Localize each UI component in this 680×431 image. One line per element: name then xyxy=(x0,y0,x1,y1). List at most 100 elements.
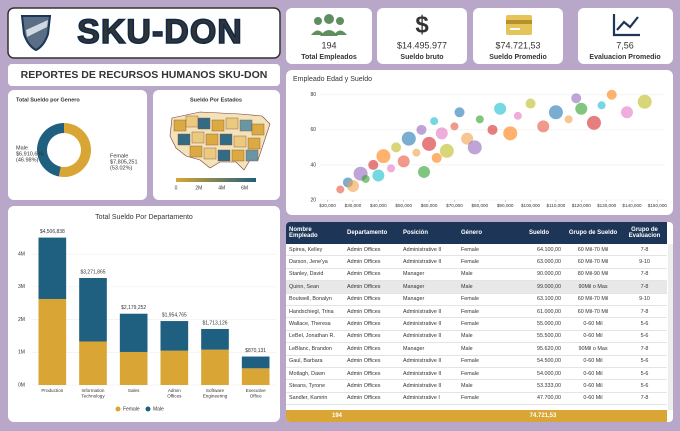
table-cell: 63.000,00 xyxy=(514,255,564,269)
slice-percent: (53.02%) xyxy=(110,165,132,171)
table-cell: 60 Mil-70 Mil xyxy=(564,244,622,257)
table-cell: 7-8 xyxy=(622,392,667,406)
column-header: Grupo de Evaluacion xyxy=(622,222,667,244)
label-line: Admin xyxy=(168,388,181,393)
table-cell: Admin Offices xyxy=(344,268,400,282)
table-cell: Stanley, David xyxy=(286,268,344,282)
bubble xyxy=(431,152,442,163)
bubble xyxy=(537,120,550,133)
table-cell: Male xyxy=(458,268,514,282)
table-cell: 0-60 Mil xyxy=(564,355,622,368)
table-row: Boutwell, Bonalyn Admin Offices Manager Fem… xyxy=(286,293,667,306)
table-cell: Female xyxy=(458,305,514,319)
table-cell: 54.500,00 xyxy=(514,355,564,368)
table-cell: 7-8 xyxy=(622,244,667,257)
table-cell: Spirea, Kelley xyxy=(286,244,344,257)
legend-tick-label: 2M xyxy=(195,185,202,191)
table-cell: 55.000,00 xyxy=(514,317,564,331)
x-tick-label: Executive Office xyxy=(246,388,266,399)
x-tick-label: $80,000 xyxy=(472,203,489,208)
table-cell: Admin Offices xyxy=(344,330,400,344)
table-cell: 5-6 xyxy=(622,355,667,368)
table-cell: 0-60 Mil xyxy=(564,317,622,331)
bubble xyxy=(503,126,518,141)
x-tick-label: Software Engineering xyxy=(203,388,228,399)
scrollbar[interactable] xyxy=(668,244,673,410)
bubble xyxy=(494,102,507,115)
table-cell: 7-8 xyxy=(622,268,667,282)
table-cell: 5-6 xyxy=(622,379,667,393)
bar-segment xyxy=(201,349,229,385)
state xyxy=(231,149,245,162)
table-cell: Administrative II xyxy=(400,367,458,381)
kpi-value: 194 xyxy=(321,40,336,50)
table-cell: Administrative II xyxy=(400,317,458,331)
table-cell: LeBlanc, Brandon xyxy=(286,342,344,356)
table-row: Quinn, Sean Admin Offices Manager Male 99.00… xyxy=(286,280,667,294)
table-cell: 80 Mil-90 Mil xyxy=(564,268,622,282)
legend-label: Female xyxy=(123,406,140,412)
y-tick-label: 4M xyxy=(18,251,25,257)
column-header: Nombre Empleado xyxy=(286,222,344,244)
total-label: $1,954,765 xyxy=(162,312,187,318)
title-panel xyxy=(8,64,280,86)
kpi-panel xyxy=(473,8,563,64)
bubble xyxy=(372,169,385,182)
bubble xyxy=(525,98,536,109)
table-cell: 5-6 xyxy=(622,317,667,331)
table-row: Stanley, David Admin Offices Manager Male 90… xyxy=(286,268,667,282)
y-tick-label: 0M xyxy=(18,382,25,388)
table-cell: 64.100,00 xyxy=(514,244,564,257)
state xyxy=(239,119,253,132)
bubble xyxy=(401,131,416,146)
bubble xyxy=(548,105,563,120)
table-cell: Gaul, Barbara xyxy=(286,355,344,368)
bubble xyxy=(606,89,617,100)
kpi-value: $14.495.977 xyxy=(397,40,447,50)
us-map xyxy=(169,111,271,171)
table-cell: Female xyxy=(458,244,514,257)
legend-bar xyxy=(176,178,256,182)
bubble xyxy=(430,117,439,126)
chart-icon xyxy=(612,14,640,37)
table-cell: Administrative II xyxy=(400,255,458,269)
table-cell: Admin Offices xyxy=(344,255,400,269)
label-line: Office xyxy=(250,394,262,399)
bar-segment xyxy=(79,341,107,385)
bar-segment xyxy=(160,321,189,351)
table-cell: LeBel, Jonathan R. xyxy=(286,330,344,344)
table-cell: Admin Offices xyxy=(344,293,400,306)
footer-count: 194 xyxy=(331,413,342,419)
table-cell: 60 Mil-70 Mil xyxy=(564,305,622,319)
y-tick-label: 60 xyxy=(310,127,316,133)
state xyxy=(217,149,231,162)
chart-title: Empleado Edad y Sueldo xyxy=(293,76,372,83)
legend-tick-label: 4M xyxy=(218,185,225,191)
table-cell: Male xyxy=(458,280,514,294)
x-tick-label: $70,000 xyxy=(446,203,463,208)
table-header: Nombre Empleado Departamento Posición Géner… xyxy=(286,222,667,244)
bubble xyxy=(397,155,410,168)
bubble xyxy=(564,115,573,124)
legend-tick-label: 6M xyxy=(241,185,248,191)
table-row: Steans, Tyrone Admin Offices Administrativ… xyxy=(286,379,667,393)
state xyxy=(233,135,247,148)
slice-label: Male xyxy=(16,145,28,151)
state xyxy=(205,133,219,146)
table-row: Spirea, Kelley Admin Offices Administrativ… xyxy=(286,244,667,257)
state xyxy=(197,117,211,130)
table-cell: Manager xyxy=(400,342,458,356)
bubble xyxy=(346,179,359,192)
table-cell: Administrative II xyxy=(400,379,458,393)
bubble xyxy=(418,165,431,178)
table-cell: 63.100,00 xyxy=(514,293,564,306)
bar-segment xyxy=(119,351,148,385)
table-cell: 0-60 Mil xyxy=(564,330,622,344)
bubble xyxy=(387,164,396,173)
table-cell: 90.000,00 xyxy=(514,268,564,282)
table-cell: Boutwell, Bonalyn xyxy=(286,293,344,306)
y-tick-label: 1M xyxy=(18,350,25,356)
bubble xyxy=(637,94,652,109)
y-tick-label: 3M xyxy=(18,284,25,290)
table-cell: Female xyxy=(458,255,514,269)
